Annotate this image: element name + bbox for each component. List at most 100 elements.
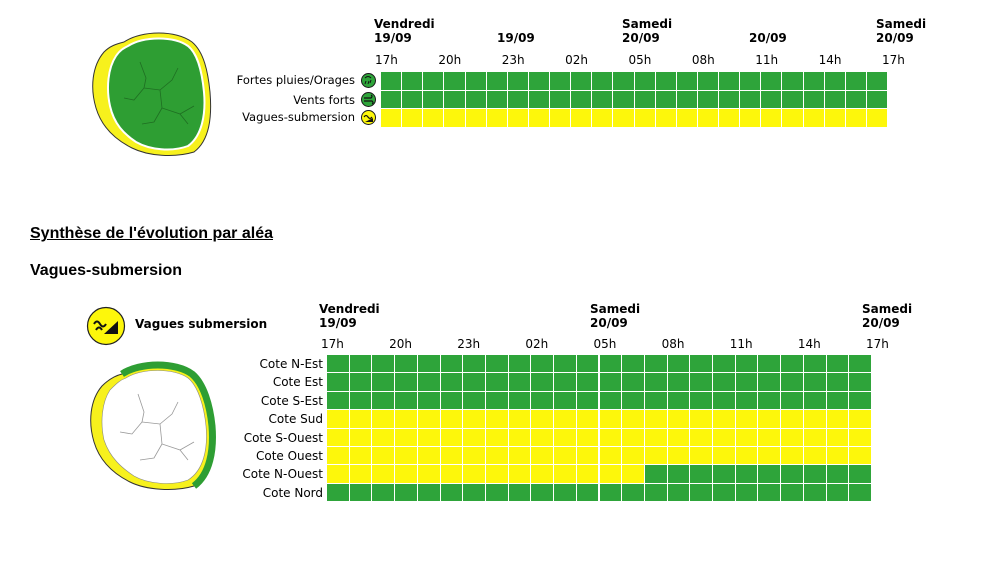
- hazard-cell: [592, 90, 614, 109]
- hazard-cell: [531, 465, 555, 484]
- hazard-cell: [781, 373, 804, 392]
- hazard-cell: [690, 373, 714, 392]
- hazard-cell: [655, 109, 677, 128]
- hazard-cell: [713, 428, 736, 447]
- hour-tick-label: 23h: [457, 337, 481, 351]
- day-label: Vendredi 19/09: [374, 17, 435, 45]
- hazard-cell: [440, 483, 464, 503]
- hazard-cell: [676, 72, 698, 91]
- hazard-cell: [735, 391, 759, 411]
- hazard-cell: [803, 391, 827, 411]
- hour-tick-label: 02h: [525, 337, 549, 351]
- hazard-cell: [866, 109, 888, 128]
- hour-tick-label: 20h: [389, 337, 412, 351]
- hour-tick-label: 20h: [438, 53, 462, 67]
- hazard-cell: [507, 109, 529, 128]
- hazard-cell: [735, 373, 759, 392]
- hazard-cell: [554, 391, 577, 411]
- hazard-cell: [417, 465, 441, 484]
- hazard-cell: [735, 447, 759, 466]
- hazard-cell: [486, 109, 508, 128]
- hazard-cell: [740, 72, 762, 91]
- hazard-cell: [349, 373, 373, 392]
- coast-row-label: Cote N-Ouest: [242, 467, 323, 482]
- hazard-cell: [849, 447, 872, 466]
- hazard-cell: [381, 90, 403, 109]
- hazard-cell: [667, 428, 691, 447]
- hazard-cell: [508, 465, 532, 484]
- coast-row-label: Cote Ouest: [255, 449, 323, 463]
- hazard-cell: [634, 90, 656, 109]
- hour-tick-label: 23h: [501, 53, 525, 67]
- day-label: 20/09: [749, 31, 787, 45]
- hazard-cell: [327, 355, 350, 374]
- coast-row-label: Cote Sud: [268, 412, 323, 427]
- hazard-cell: [803, 483, 827, 503]
- reunion-map-overview: [92, 32, 212, 156]
- hazard-cell: [554, 465, 577, 484]
- hazard-cell: [667, 465, 691, 484]
- hazard-cell: [845, 72, 867, 91]
- hazard-cell: [826, 428, 850, 447]
- hazard-cell: [423, 109, 445, 128]
- hazard-cell: [781, 391, 804, 411]
- hazard-cell: [713, 391, 736, 411]
- hazard-cell: [463, 391, 486, 411]
- hazard-cell: [599, 447, 623, 466]
- hour-tick-label: 05h: [628, 53, 652, 67]
- hazard-cell: [327, 483, 350, 503]
- hazard-cell: [803, 72, 825, 91]
- hazard-cell: [395, 465, 418, 484]
- hazard-cell: [676, 109, 698, 128]
- hazard-cell: [381, 72, 403, 91]
- hazard-cell: [735, 428, 759, 447]
- hazard-cell: [613, 72, 635, 91]
- hazard-cell: [508, 410, 532, 429]
- hazard-cell: [599, 410, 623, 429]
- hazard-cell: [531, 391, 555, 411]
- hazard-cell: [554, 447, 577, 466]
- hazard-cell: [803, 465, 827, 484]
- hazard-cell: [485, 373, 509, 392]
- section-title: Synthèse de l'évolution par aléa: [30, 225, 273, 242]
- hazard-cell: [444, 72, 466, 91]
- coast-row-label: Cote Nord: [262, 485, 323, 500]
- hazard-cell: [372, 447, 396, 466]
- hazard-cell: [507, 90, 529, 109]
- hazard-cell: [622, 373, 645, 392]
- hazard-cell: [395, 410, 418, 429]
- hazard-cell: [485, 483, 509, 503]
- hazard-cell: [576, 428, 600, 447]
- hazard-cell: [655, 90, 677, 109]
- hazard-cell: [735, 483, 759, 503]
- hazard-cell: [690, 465, 714, 484]
- hazard-cell: [395, 391, 418, 411]
- hazard-cell: [758, 465, 782, 484]
- hazard-cell: [402, 72, 424, 91]
- hazard-cell: [667, 355, 691, 374]
- hazard-cell: [576, 391, 600, 411]
- hazard-cell: [485, 465, 509, 484]
- hazard-cell: [781, 465, 804, 484]
- hazard-cell: [845, 109, 867, 128]
- hour-tick-label: 08h: [661, 337, 685, 351]
- wave-icon: [361, 110, 376, 125]
- hazard-cell: [463, 373, 486, 392]
- hazard-cell: [372, 428, 396, 447]
- hazard-cell: [576, 447, 600, 466]
- hazard-cell: [444, 109, 466, 128]
- hour-tick-label: 11h: [755, 53, 779, 67]
- hazard-cell: [667, 483, 691, 503]
- hazard-cell: [440, 391, 464, 411]
- hazard-cell: [576, 355, 600, 374]
- hazard-cell: [824, 109, 846, 128]
- hazard-cell: [507, 72, 529, 91]
- hazard-cell: [372, 355, 396, 374]
- hazard-cell: [644, 447, 668, 466]
- hazard-cell: [349, 465, 373, 484]
- hazard-cell: [697, 72, 719, 91]
- hazard-cell: [440, 465, 464, 484]
- hazard-cell: [781, 428, 804, 447]
- hazard-cell: [463, 410, 486, 429]
- hazard-cell: [613, 90, 635, 109]
